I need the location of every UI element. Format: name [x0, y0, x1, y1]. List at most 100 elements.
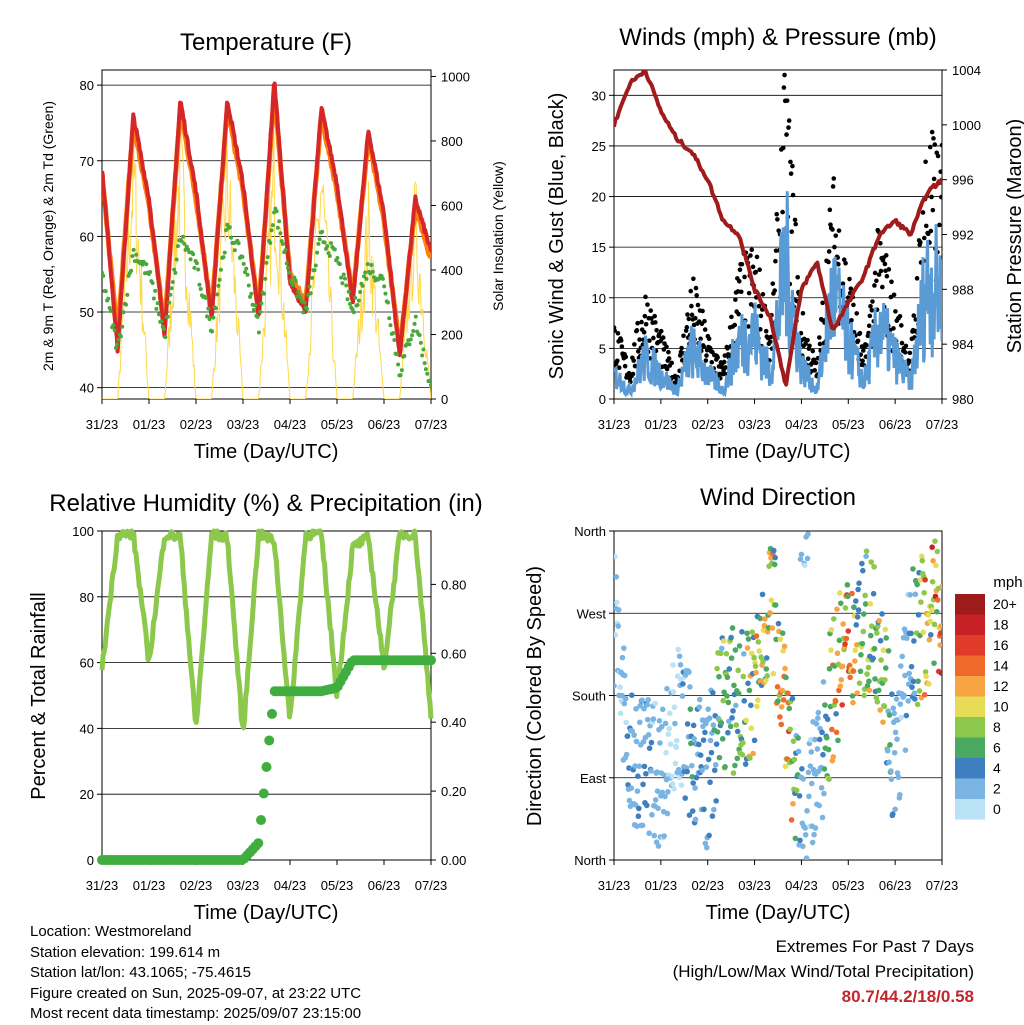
direction-point: [815, 715, 821, 721]
temperature-dewpoint-point: [203, 295, 208, 300]
winds-gust-point: [723, 365, 728, 370]
winds-xtick-label: 06/23: [879, 417, 912, 432]
direction-point: [751, 654, 757, 661]
winds-gust-point: [874, 278, 879, 284]
direction-point: [662, 793, 668, 800]
info-location: Location: Westmoreland: [30, 923, 192, 940]
direction-point: [702, 840, 709, 847]
winds-gust-point: [869, 307, 875, 313]
direction-point: [754, 703, 760, 710]
direction-point: [740, 673, 747, 680]
temperature-dewpoint-point: [173, 270, 178, 275]
direction-point: [878, 657, 884, 663]
direction-point: [745, 636, 752, 642]
extremes-box: Extremes For Past 7 Days (High/Low/Max W…: [673, 934, 974, 1009]
direction-point: [931, 621, 938, 628]
temperature-dewpoint-point: [210, 329, 215, 334]
direction-point: [677, 662, 684, 668]
direction-point: [820, 679, 827, 685]
legend-label: 2: [993, 781, 1001, 797]
winds-gust-point: [889, 279, 894, 285]
winds-gust-point: [790, 163, 795, 169]
humidity-precip-point: [261, 761, 272, 772]
direction-point: [785, 690, 791, 697]
direction-point: [748, 650, 755, 657]
temperature-xtick-label: 06/23: [368, 417, 401, 432]
temperature-ytick-label: 50: [80, 305, 94, 320]
direction-point: [763, 655, 770, 661]
temperature-dewpoint-point: [232, 248, 237, 253]
temperature-dewpoint-point: [317, 237, 322, 242]
temperature-dewpoint-point: [402, 354, 407, 359]
direction-point: [684, 721, 691, 727]
winds-gust-point: [831, 176, 837, 181]
direction-point: [870, 590, 877, 597]
direction-point: [877, 707, 883, 713]
direction-point: [901, 692, 907, 699]
temperature-dewpoint-point: [358, 290, 363, 295]
direction-point: [882, 665, 889, 671]
direction-point: [652, 700, 659, 707]
direction-point: [707, 779, 713, 786]
direction-point: [802, 832, 809, 838]
temperature-dewpoint-point: [258, 309, 263, 314]
winds-y2tick-label: 988: [952, 282, 974, 297]
direction-xtick-label: 04/23: [785, 878, 818, 893]
winds-gust-point: [702, 318, 707, 324]
direction-point: [897, 791, 903, 798]
temperature-dewpoint-point: [175, 244, 180, 249]
direction-point: [790, 800, 796, 807]
winds-gust-point: [658, 328, 664, 334]
direction-point: [701, 806, 707, 813]
legend-swatch: [955, 696, 985, 717]
direction-point: [658, 723, 665, 730]
info-created: Figure created on Sun, 2025-09-07, at 23…: [30, 984, 362, 1002]
direction-point: [688, 762, 695, 769]
winds-gust-point: [920, 210, 926, 215]
temperature-dewpoint-point: [332, 247, 337, 252]
winds-gust-point: [717, 371, 722, 377]
temperature-dewpoint-point: [422, 361, 427, 366]
winds-gust-point: [715, 355, 720, 360]
direction-point: [806, 793, 812, 800]
winds-gust-point: [929, 129, 935, 135]
humidity-ytick-label: 100: [72, 524, 94, 539]
winds-gust-point: [775, 217, 780, 222]
winds-gust-point: [907, 350, 913, 356]
direction-point: [649, 812, 655, 818]
direction-point: [939, 583, 942, 590]
winds-gust-point: [884, 273, 890, 279]
direction-point: [690, 780, 696, 786]
direction-point: [837, 683, 844, 689]
winds-gust-point: [702, 327, 708, 332]
direction-point: [916, 688, 923, 694]
direction-point: [646, 830, 652, 837]
winds-gust-point: [826, 249, 832, 254]
temperature-dewpoint-point: [240, 254, 245, 259]
temperature-dewpoint-point: [302, 300, 307, 305]
direction-point: [894, 736, 900, 743]
direction-point: [815, 709, 822, 716]
direction-point: [693, 774, 700, 781]
direction-point: [845, 628, 852, 634]
winds-gust-point: [921, 235, 927, 241]
direction-point: [711, 806, 717, 813]
temperature-dewpoint-point: [196, 267, 201, 272]
direction-point: [729, 625, 736, 631]
direction-point: [804, 808, 810, 814]
temperature-dewpoint-point: [236, 241, 241, 246]
temperature-dewpoint-point: [155, 301, 160, 306]
direction-point: [860, 611, 867, 617]
direction-point: [812, 736, 818, 743]
direction-point: [934, 548, 941, 555]
winds-gust-point: [857, 330, 863, 336]
direction-point: [639, 697, 645, 703]
humidity-y2tick-label: 0.00: [441, 853, 466, 868]
temperature-dewpoint-point: [337, 262, 342, 267]
direction-point: [789, 695, 796, 702]
direction-point: [828, 626, 835, 633]
direction-point: [654, 788, 661, 794]
temperature-dewpoint-point: [179, 239, 184, 244]
direction-point: [614, 632, 619, 639]
direction-point: [722, 764, 728, 770]
